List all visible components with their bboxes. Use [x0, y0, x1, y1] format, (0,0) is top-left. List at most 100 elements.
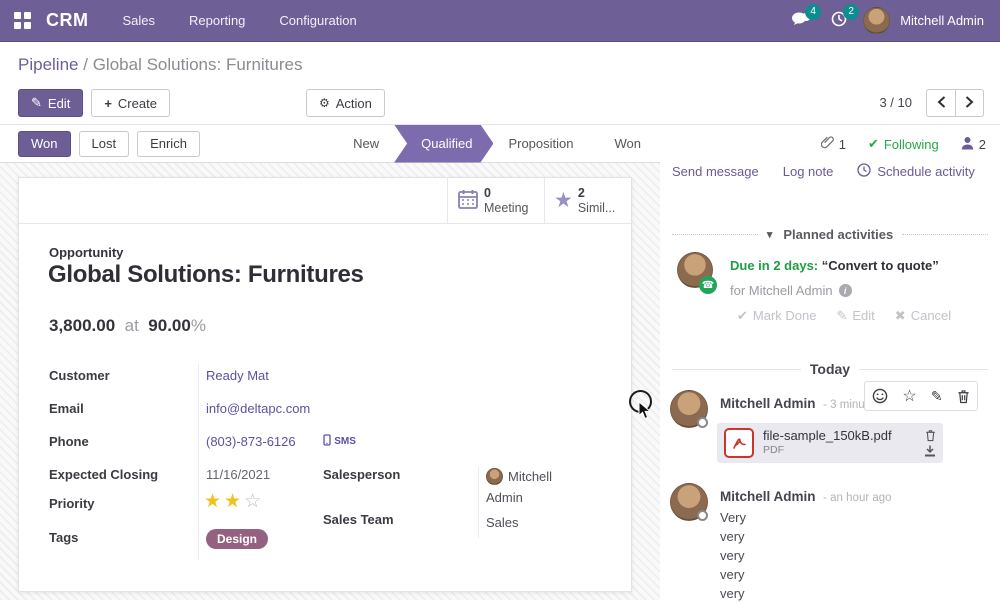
- pencil-icon: ✎: [31, 95, 42, 110]
- action-button[interactable]: ⚙ Action: [306, 89, 385, 117]
- attachment-name: file-sample_150kB.pdf: [763, 428, 892, 443]
- stage-separator-icon: [589, 125, 600, 163]
- control-panel: Pipeline / Global Solutions: Furnitures …: [0, 42, 1000, 125]
- smiley-icon[interactable]: [872, 388, 888, 404]
- salesperson-value[interactable]: Mitchell Admin: [486, 468, 553, 505]
- user-name[interactable]: Mitchell Admin: [900, 13, 984, 28]
- similar-label: Simil...: [577, 200, 616, 215]
- info-icon[interactable]: i: [838, 284, 852, 297]
- download-icon[interactable]: [924, 445, 936, 457]
- plus-icon: +: [104, 95, 112, 111]
- lost-button[interactable]: Lost: [78, 130, 130, 157]
- activities-button[interactable]: 2: [825, 3, 860, 34]
- pager-previous-button[interactable]: [926, 89, 955, 117]
- planned-activities-header[interactable]: ▾ Planned activities: [672, 227, 988, 242]
- breadcrumb: Pipeline / Global Solutions: Furnitures: [18, 55, 303, 74]
- activity-cancel-button[interactable]: ✖ Cancel: [894, 308, 952, 323]
- edit-button[interactable]: ✎ Edit: [18, 89, 84, 117]
- log-note-button[interactable]: Log note: [782, 164, 834, 179]
- trash-icon[interactable]: [925, 429, 936, 442]
- stage-new[interactable]: New: [353, 136, 380, 151]
- priority-label: Priority: [49, 496, 95, 511]
- caret-down-icon: ▾: [766, 229, 773, 241]
- today-divider: Today: [672, 361, 988, 377]
- similar-count: 2: [577, 185, 585, 200]
- schedule-activity-button[interactable]: Schedule activity: [857, 163, 975, 180]
- tag-design[interactable]: Design: [206, 529, 269, 549]
- clock-icon: [857, 163, 871, 180]
- tags-label: Tags: [49, 530, 79, 545]
- menu-sales[interactable]: Sales: [122, 13, 156, 28]
- activity-due: Due in 2 days:: [730, 258, 819, 273]
- pencil-icon[interactable]: ✎: [930, 387, 943, 404]
- trash-icon[interactable]: [957, 389, 970, 404]
- email-value[interactable]: info@deltapc.com: [206, 401, 311, 416]
- calendar-icon: [457, 188, 479, 213]
- presence-icon: [697, 510, 708, 521]
- star-empty-icon[interactable]: ☆: [244, 491, 265, 512]
- customer-value[interactable]: Ready Mat: [206, 368, 269, 383]
- star-filled-icon[interactable]: ★: [224, 491, 245, 512]
- sms-button[interactable]: SMS: [323, 434, 356, 449]
- priority-stars[interactable]: ★★☆: [204, 490, 264, 513]
- user-avatar[interactable]: [863, 7, 891, 34]
- stage-won[interactable]: Won: [614, 136, 642, 151]
- activity-assignee: for Mitchell Admin: [730, 283, 833, 298]
- revenue-amount: 3,800.00: [49, 316, 116, 335]
- sales-team-value[interactable]: Sales: [486, 515, 519, 530]
- nav-menu: Sales Reporting Configuration: [123, 13, 357, 28]
- stat-button-strip: 0 Meeting ★ 2 Simil...: [19, 178, 631, 224]
- message-author[interactable]: Mitchell Admin: [720, 396, 816, 411]
- menu-configuration[interactable]: Configuration: [279, 13, 357, 28]
- meetings-label: Meeting: [484, 200, 529, 215]
- followers-count: 2: [978, 136, 986, 152]
- sms-phone-icon: [323, 434, 331, 449]
- gear-icon: ⚙: [319, 96, 330, 110]
- message-author[interactable]: Mitchell Admin: [720, 489, 816, 504]
- opportunity-form-card: 0 Meeting ★ 2 Simil... Opportunity Globa…: [18, 177, 632, 592]
- customer-label: Customer: [49, 368, 110, 383]
- messages-button[interactable]: 4: [787, 3, 822, 34]
- right-label-column-divider: [478, 466, 479, 538]
- attachments-button[interactable]: 1: [820, 135, 846, 153]
- message-toolbar: ☆ ✎: [864, 381, 978, 411]
- attachment-type: PDF: [763, 444, 784, 456]
- breadcrumb-pipeline[interactable]: Pipeline: [18, 55, 79, 74]
- salesperson-label: Salesperson: [323, 467, 401, 482]
- create-button[interactable]: + Create: [91, 89, 170, 117]
- activity-summary: “Convert to quote”: [821, 258, 939, 273]
- following-button[interactable]: ✔ Following: [867, 136, 939, 152]
- salesperson-avatar: [486, 468, 503, 485]
- menu-reporting[interactable]: Reporting: [189, 13, 246, 28]
- enrich-button[interactable]: Enrich: [137, 130, 200, 157]
- messages-badge: 4: [805, 3, 822, 20]
- won-button[interactable]: Won: [18, 130, 71, 157]
- attachment-card[interactable]: file-sample_150kB.pdf PDF: [717, 423, 943, 463]
- pdf-icon: [724, 428, 754, 458]
- meetings-button[interactable]: 0 Meeting: [447, 178, 544, 223]
- expected-revenue: 3,800.00 at 90.00%: [49, 316, 206, 335]
- similar-leads-button[interactable]: ★ 2 Simil...: [544, 178, 631, 223]
- check-icon: ✔: [867, 136, 879, 151]
- apps-grid-icon[interactable]: [14, 11, 32, 30]
- pager-next-button[interactable]: [955, 89, 984, 117]
- expected-closing-label: Expected Closing: [49, 467, 159, 482]
- send-message-button[interactable]: Send message: [672, 164, 759, 179]
- email-label: Email: [49, 401, 84, 416]
- label-column-divider: [198, 364, 199, 560]
- statusbar: Won Lost Enrich New Qualified Propositio…: [0, 125, 660, 163]
- paperclip-icon: [820, 135, 834, 153]
- stage-qualified[interactable]: Qualified: [394, 125, 493, 163]
- star-outline-icon[interactable]: ☆: [902, 388, 917, 405]
- activity-edit-button[interactable]: ✎ Edit: [836, 308, 875, 323]
- mark-done-button[interactable]: ✔ Mark Done: [737, 308, 817, 323]
- star-filled-icon[interactable]: ★: [204, 491, 225, 512]
- activity-clock-icon: [830, 10, 848, 31]
- cursor-pointer-icon: [638, 400, 652, 423]
- followers-button[interactable]: 2: [961, 136, 986, 153]
- stage-proposition[interactable]: Proposition: [508, 136, 574, 151]
- pager-counter: 3 / 10: [879, 95, 912, 110]
- phone-value[interactable]: (803)-873-6126: [206, 434, 296, 449]
- stage-widget: New Qualified Proposition Won: [338, 125, 656, 163]
- app-name[interactable]: CRM: [46, 10, 89, 30]
